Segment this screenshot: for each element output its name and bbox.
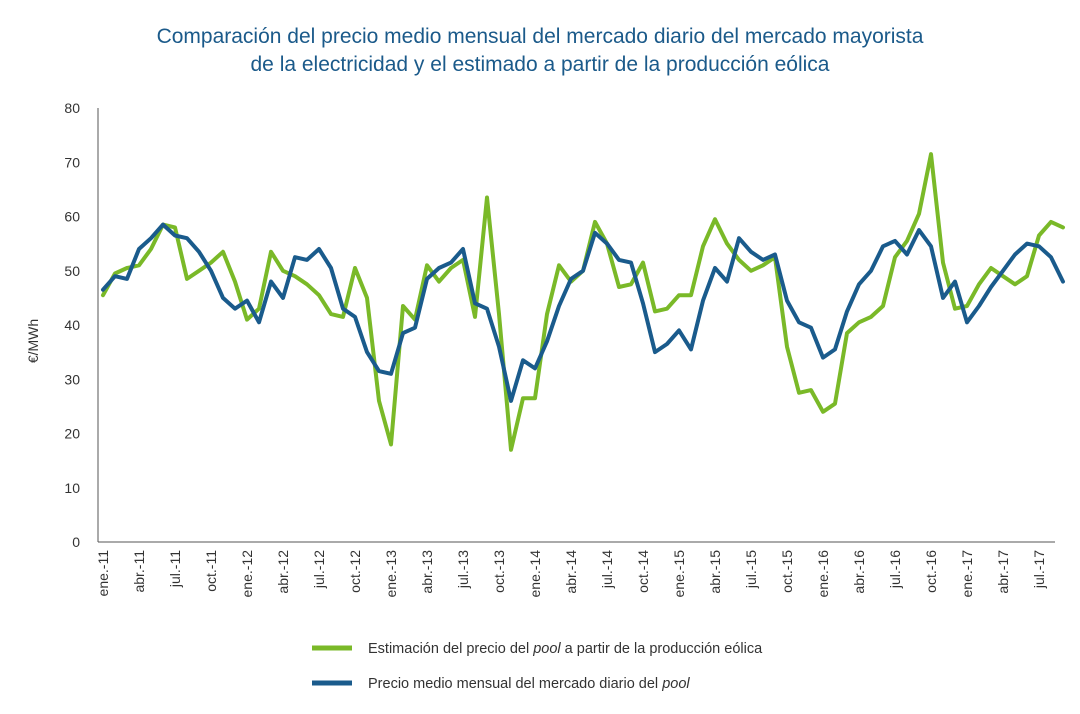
legend-text-part: Precio medio mensual del mercado diario … — [368, 676, 662, 692]
chart-title-line-2: de la electricidad y el estimado a parti… — [251, 53, 830, 76]
y-tick-labels: 0 10 20 30 40 50 60 70 80 — [64, 100, 80, 550]
series-line-precio-medio — [101, 222, 1065, 403]
y-tick-label: 40 — [64, 317, 80, 333]
y-tick-label: 30 — [64, 371, 80, 387]
x-tick-label: ene.-15 — [671, 550, 687, 598]
x-tick-label: abr.-14 — [563, 550, 579, 594]
x-tick-label: jul.-17 — [1031, 550, 1047, 589]
x-tick-label: ene.-12 — [239, 550, 255, 598]
legend: Estimación del precio del pool a partir … — [312, 641, 763, 692]
legend-item-precio-medio: Precio medio mensual del mercado diario … — [312, 676, 690, 692]
legend-item-estimacion: Estimación del precio del pool a partir … — [312, 641, 763, 657]
x-tick-label: ene.-11 — [95, 550, 111, 597]
x-tick-label: jul.-12 — [311, 550, 327, 589]
series-lines — [101, 152, 1065, 452]
y-tick-label: 80 — [64, 100, 80, 116]
legend-text-part: Estimación del precio del — [368, 641, 533, 657]
x-tick-label: jul.-16 — [887, 550, 903, 589]
legend-text-part: a partir de la producción eólica — [561, 641, 763, 657]
x-tick-label: ene.-16 — [815, 550, 831, 598]
x-tick-label: abr.-17 — [995, 550, 1011, 594]
y-tick-label: 0 — [72, 534, 80, 550]
x-tick-label: oct.-14 — [635, 550, 651, 593]
x-tick-label: ene.-14 — [527, 550, 543, 598]
x-tick-label: ene.-17 — [959, 550, 975, 598]
x-tick-label: oct.-11 — [203, 550, 219, 592]
x-tick-label: abr.-16 — [851, 550, 867, 594]
y-tick-label: 70 — [64, 154, 80, 170]
x-tick-label: abr.-15 — [707, 550, 723, 594]
x-tick-label: jul.-13 — [455, 550, 471, 589]
x-tick-label: oct.-13 — [491, 550, 507, 593]
x-tick-label: jul.-14 — [599, 550, 615, 589]
x-tick-labels: ene.-11 abr.-11 jul.-11 oct.-11 ene.-12 abr.-… — [95, 550, 1047, 598]
y-tick-label: 60 — [64, 209, 80, 225]
x-tick-label: jul.-15 — [743, 550, 759, 589]
y-tick-label: 20 — [64, 426, 80, 442]
x-tick-label: abr.-12 — [275, 550, 291, 594]
chart-title-line-1: Comparación del precio medio mensual del… — [157, 25, 924, 48]
y-axis-label: €/MWh — [25, 319, 41, 363]
y-axis-label-group: €/MWh — [25, 319, 41, 363]
x-tick-label: jul.-11 — [167, 550, 183, 588]
x-tick-label: abr.-13 — [419, 550, 435, 594]
legend-label-estimacion: Estimación del precio del pool a partir … — [368, 641, 763, 657]
y-tick-label: 50 — [64, 263, 80, 279]
x-tick-label: abr.-11 — [131, 550, 147, 593]
legend-text-part: pool — [532, 641, 561, 657]
x-tick-label: oct.-12 — [347, 550, 363, 593]
x-tick-label: oct.-15 — [779, 550, 795, 593]
y-tick-label: 10 — [64, 480, 80, 496]
legend-label-precio-medio: Precio medio mensual del mercado diario … — [368, 676, 690, 692]
legend-text-part: pool — [661, 676, 690, 692]
x-tick-label: ene.-13 — [383, 550, 399, 598]
x-tick-label: oct.-16 — [923, 550, 939, 593]
